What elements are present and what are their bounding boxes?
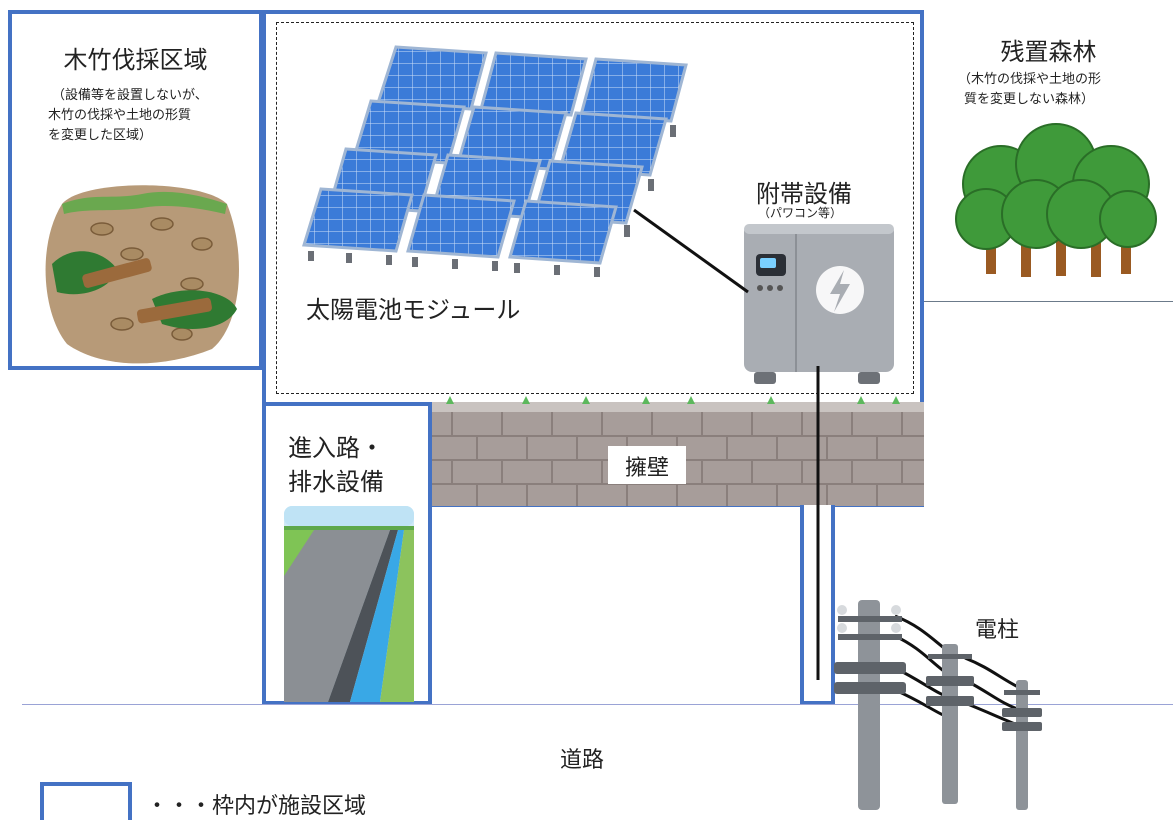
road-edge-line [22, 704, 1173, 705]
forest-illustration [955, 123, 1157, 277]
access-road-label-1: 進入路・ [288, 434, 384, 462]
road-label: 道路 [560, 748, 605, 773]
solar-array-boundary [276, 22, 914, 394]
logging-area-note-1: （設備等を設置しないが、 [52, 88, 208, 103]
retaining-wall-label-box [608, 446, 686, 484]
road-drainage-illustration [284, 506, 414, 702]
remaining-forest-panel: 残置森林 （木竹の伐採や土地の形 質を変更しない森林） [924, 10, 1173, 302]
access-road-box: 進入路・ 排水設備 [262, 402, 432, 705]
remaining-forest-note-1: （木竹の伐採や土地の形 [958, 72, 1102, 87]
auxiliary-equipment-title: 附帯設備 [756, 180, 852, 208]
remaining-forest-title: 残置森林 [1000, 38, 1097, 66]
remaining-forest-note-2: 質を変更しない森林） [964, 92, 1095, 107]
utility-pole-label: 電柱 [975, 618, 1020, 643]
legend-text: ・・・枠内が施設区域 [146, 794, 367, 819]
access-road-label-2: 排水設備 [288, 468, 384, 496]
power-conditioner-icon [744, 224, 894, 384]
legend-swatch [40, 782, 132, 820]
auxiliary-equipment-subtitle: （パワコン等） [758, 206, 843, 220]
utility-poles-illustration [834, 600, 1042, 810]
logging-area-note-2: 木竹の伐採や土地の形質 [48, 108, 192, 123]
solar-module-label: 太陽電池モジュール [306, 296, 521, 324]
dc-cable [633, 208, 749, 294]
solar-facility-box: 太陽電池モジュール 附帯設備 （パワコン等） [262, 10, 924, 507]
logging-area-note-3: を変更した区域） [48, 128, 153, 143]
logging-area-box: 木竹伐採区域 （設備等を設置しないが、 木竹の伐採や土地の形質 を変更した区域） [8, 10, 263, 370]
logged-land-illustration [45, 185, 240, 364]
solar-panel-array [302, 45, 688, 277]
retaining-wall-label: 擁壁 [624, 456, 669, 481]
logging-area-title: 木竹伐採区域 [63, 46, 208, 74]
